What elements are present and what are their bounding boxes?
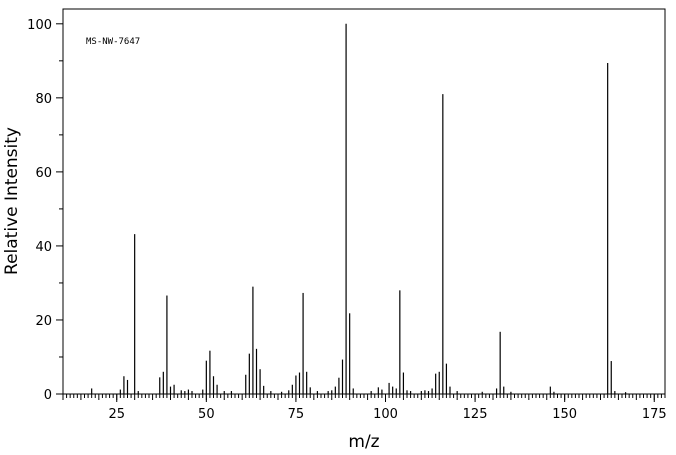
plot-frame: [62, 8, 666, 395]
x-axis: 25 50 75 100 125 150 175: [108, 394, 667, 422]
x-axis-title: m/z: [348, 432, 379, 452]
spectrum-peaks: [91, 23, 627, 394]
y-tick-label: 80: [35, 92, 52, 107]
x-minor-ticks: [62, 394, 666, 400]
y-tick-label: 60: [35, 166, 52, 181]
y-axis-title: Relative Intensity: [2, 127, 22, 275]
x-tick-label: 50: [198, 407, 215, 422]
y-tick-label: 100: [27, 18, 52, 33]
y-tick-label: 0: [44, 388, 52, 403]
x-tick-label: 100: [373, 407, 398, 422]
x-tick-label: 25: [108, 407, 125, 422]
x-tick-label: 150: [552, 407, 577, 422]
x-tick-label: 75: [288, 407, 305, 422]
x-tick-label: 125: [463, 407, 488, 422]
x-tick-label: 175: [642, 407, 667, 422]
spectrum-id-annotation: MS-NW-7647: [86, 37, 140, 47]
y-axis: 0 20 40 60 80 100: [27, 18, 63, 403]
y-tick-label: 40: [35, 240, 52, 255]
y-tick-label: 20: [35, 314, 52, 329]
